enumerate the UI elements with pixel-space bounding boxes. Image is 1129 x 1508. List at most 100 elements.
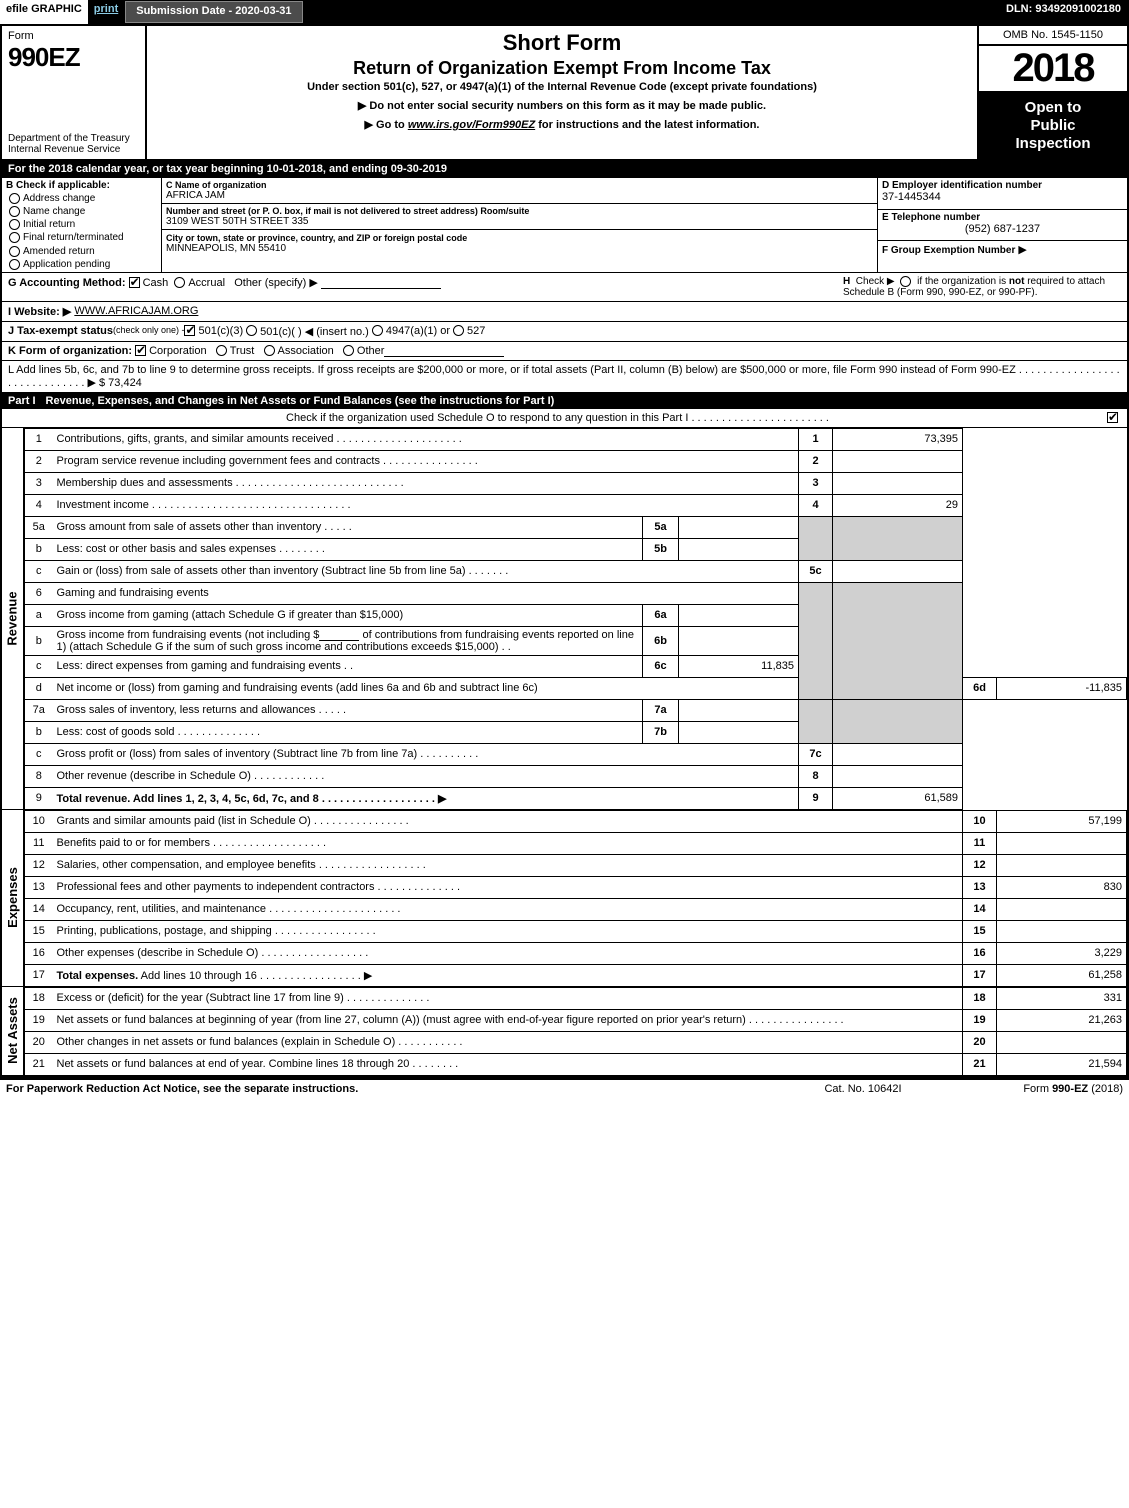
cb-amended-return[interactable]: Amended return <box>6 246 157 257</box>
short-form-title: Short Form <box>153 30 971 56</box>
line-18: 18Excess or (deficit) for the year (Subt… <box>25 987 1127 1009</box>
i-pre: I Website: ▶ <box>8 305 71 318</box>
d-ein-lbl: D Employer identification number <box>882 180 1123 191</box>
cb-address-change[interactable]: Address change <box>6 193 157 204</box>
netassets-section: Net Assets 18Excess or (deficit) for the… <box>2 987 1127 1076</box>
submission-date: Submission Date - 2020-03-31 <box>125 1 302 23</box>
line-2: 2Program service revenue including gover… <box>25 450 1127 472</box>
footer: For Paperwork Reduction Act Notice, see … <box>0 1078 1129 1098</box>
row-gh: G Accounting Method: Cash Accrual Other … <box>2 273 1127 302</box>
line-19: 19Net assets or fund balances at beginni… <box>25 1009 1127 1031</box>
line-6: 6Gaming and fundraising events <box>25 582 1127 604</box>
k-o2: Trust <box>230 345 255 357</box>
dln: DLN: 93492091002180 <box>998 0 1129 24</box>
line-8: 8Other revenue (describe in Schedule O) … <box>25 765 1127 787</box>
cb-app-pending[interactable]: Application pending <box>6 259 157 270</box>
goto-link[interactable]: www.irs.gov/Form990EZ <box>408 119 535 131</box>
g-other: Other (specify) ▶ <box>234 277 318 289</box>
cb-cash[interactable] <box>129 277 140 288</box>
rb-4947[interactable] <box>372 325 383 336</box>
omb-number: OMB No. 1545-1150 <box>979 26 1127 46</box>
part1-num: Part I <box>8 395 36 407</box>
line-17: 17Total expenses. Add lines 10 through 1… <box>25 964 1127 986</box>
d-ein-row: D Employer identification number 37-1445… <box>878 178 1127 210</box>
open2: Public <box>981 117 1125 135</box>
cb-final-return[interactable]: Final return/terminated <box>6 232 157 243</box>
cb-501c3[interactable] <box>184 325 195 336</box>
expenses-table: 10Grants and similar amounts paid (list … <box>24 810 1127 987</box>
under-section: Under section 501(c), 527, or 4947(a)(1)… <box>153 81 971 93</box>
part1-title: Revenue, Expenses, and Changes in Net As… <box>46 395 1121 407</box>
tax-year: 2018 <box>979 46 1127 93</box>
part1-bar: Part I Revenue, Expenses, and Changes in… <box>2 393 1127 409</box>
part1-sub-text: Check if the organization used Schedule … <box>8 412 1107 424</box>
k-o1: Corporation <box>149 345 206 357</box>
k-other-fill <box>384 345 504 357</box>
arrow-ssn: Do not enter social security numbers on … <box>153 99 971 112</box>
a-end: 09-30-2019 <box>391 163 447 175</box>
line-7a: 7aGross sales of inventory, less returns… <box>25 699 1127 721</box>
rb-501c[interactable] <box>246 325 257 336</box>
row-l: L Add lines 5b, 6c, and 7b to line 9 to … <box>2 361 1127 393</box>
l-val: 73,424 <box>108 377 142 389</box>
line-10: 10Grants and similar amounts paid (list … <box>25 810 1127 832</box>
rb-527[interactable] <box>453 325 464 336</box>
k-o4: Other <box>357 345 385 357</box>
row-j-tax-exempt: J Tax-exempt status (check only one) - 5… <box>2 322 1127 342</box>
row-k-form-org: K Form of organization: Corporation Trus… <box>2 342 1127 361</box>
g-pre: G Accounting Method: <box>8 277 126 289</box>
return-title: Return of Organization Exempt From Incom… <box>153 58 971 79</box>
open1: Open to <box>981 99 1125 117</box>
cb-name-change[interactable]: Name change <box>6 206 157 217</box>
e-tel-lbl: E Telephone number <box>882 212 1123 223</box>
rb-assoc[interactable] <box>264 345 275 356</box>
part1-sub: Check if the organization used Schedule … <box>2 409 1127 428</box>
footer-left: For Paperwork Reduction Act Notice, see … <box>6 1083 763 1095</box>
rb-h[interactable] <box>900 276 911 287</box>
netassets-table: 18Excess or (deficit) for the year (Subt… <box>24 987 1127 1076</box>
l-text: L Add lines 5b, 6c, and 7b to line 9 to … <box>8 364 1120 389</box>
col-c-org: C Name of organization AFRICA JAM Number… <box>162 178 877 272</box>
efile-label: efile GRAPHIC <box>0 0 88 24</box>
i-val[interactable]: WWW.AFRICAJAM.ORG <box>74 305 198 318</box>
goto-pre: Go to <box>376 119 408 131</box>
goto-post: for instructions and the latest informat… <box>535 119 759 131</box>
print-link[interactable]: print <box>88 0 124 24</box>
cb-corp[interactable] <box>135 345 146 356</box>
g-accounting: G Accounting Method: Cash Accrual Other … <box>2 273 837 301</box>
e-tel-row: E Telephone number (952) 687-1237 <box>878 210 1127 242</box>
k-pre: K Form of organization: <box>8 345 132 357</box>
form-number: 990EZ <box>8 42 139 73</box>
c-name-lbl: C Name of organization <box>166 180 873 190</box>
line-9: 9Total revenue. Add lines 1, 2, 3, 4, 5c… <box>25 787 1127 809</box>
rb-trust[interactable] <box>216 345 227 356</box>
col-b-checkboxes: B Check if applicable: Address change Na… <box>2 178 162 272</box>
d-ein-val: 37-1445344 <box>882 191 1123 203</box>
col-d: D Employer identification number 37-1445… <box>877 178 1127 272</box>
part1-cb[interactable] <box>1107 412 1118 423</box>
dept-irs: Internal Revenue Service <box>8 144 139 155</box>
h-check: H Check ▶ if the organization is not req… <box>837 273 1127 301</box>
rb-accrual[interactable] <box>174 277 185 288</box>
expenses-section: Expenses 10Grants and similar amounts pa… <box>2 810 1127 987</box>
rb-other[interactable] <box>343 345 354 356</box>
header-col-form: Form 990EZ Department of the Treasury In… <box>2 26 147 159</box>
tab-netassets: Net Assets <box>2 987 24 1076</box>
line-5c: cGain or (loss) from sale of assets othe… <box>25 560 1127 582</box>
line-1: 1Contributions, gifts, grants, and simil… <box>25 428 1127 450</box>
cb-initial-return[interactable]: Initial return <box>6 219 157 230</box>
j-o4: 527 <box>467 325 485 338</box>
a-pre: For the 2018 calendar year, or tax year … <box>8 163 267 175</box>
line-14: 14Occupancy, rent, utilities, and mainte… <box>25 898 1127 920</box>
footer-right: Form 990-EZ (2018) <box>963 1083 1123 1095</box>
e-tel-val: (952) 687-1237 <box>882 223 1123 235</box>
line-5a: 5aGross amount from sale of assets other… <box>25 516 1127 538</box>
tab-revenue-label: Revenue <box>5 591 20 645</box>
line-20: 20Other changes in net assets or fund ba… <box>25 1031 1127 1053</box>
tab-expenses-label: Expenses <box>5 868 20 929</box>
f-arrow: ▶ <box>1018 244 1026 256</box>
header-col-title: Short Form Return of Organization Exempt… <box>147 26 977 159</box>
a-mid: , and ending <box>323 163 391 175</box>
dept-treasury: Department of the Treasury <box>8 133 139 144</box>
revenue-section: Revenue 1Contributions, gifts, grants, a… <box>2 428 1127 810</box>
